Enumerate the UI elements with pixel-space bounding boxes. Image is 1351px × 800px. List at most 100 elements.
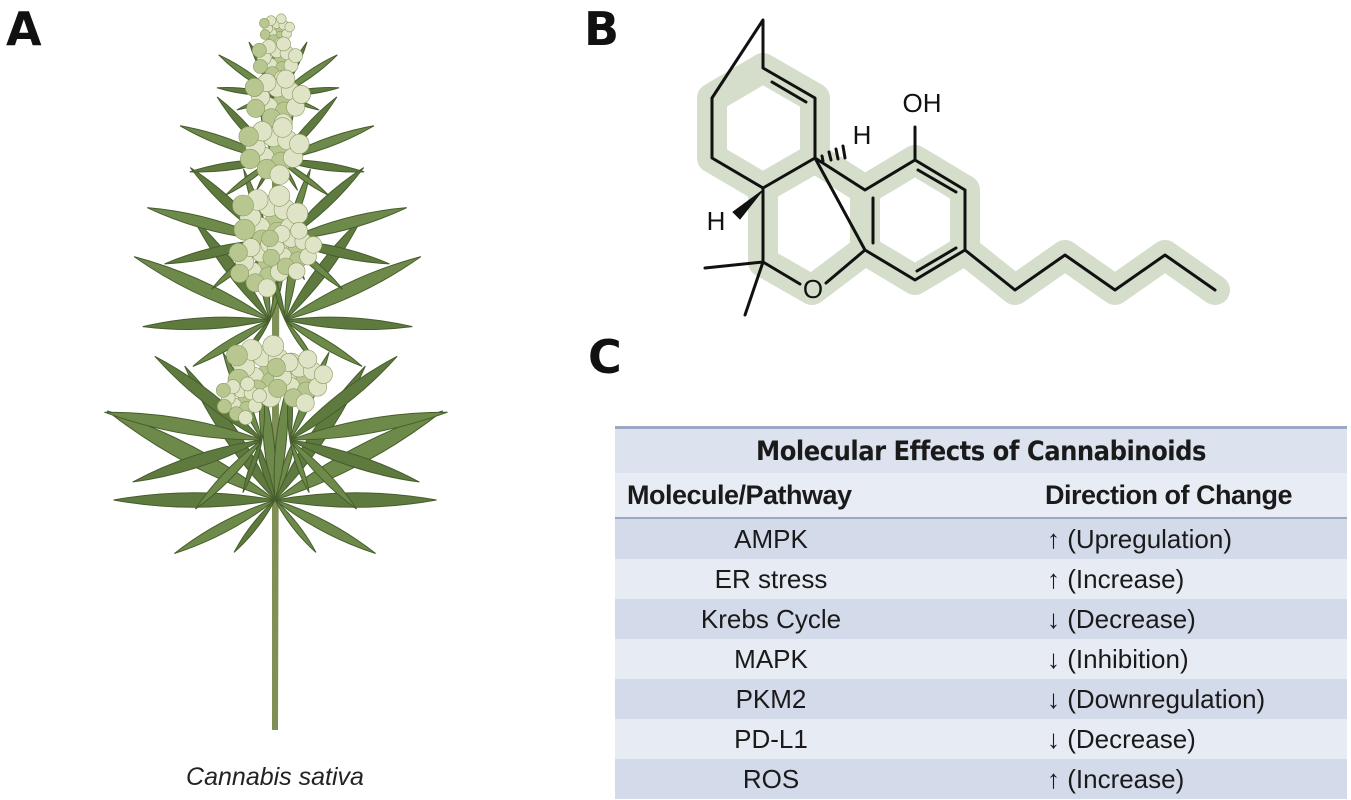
bud [217,399,232,414]
leaflet [285,207,407,241]
table-header: Molecule/Pathway Direction of Change [615,473,1347,519]
bud [262,249,280,267]
leaflet [289,411,448,441]
table-cell: PKM2 [735,683,807,714]
table-row: AMPK ↑ (Upregulation) [615,519,1347,559]
bud [246,98,266,118]
table-cell: ER stress [714,563,828,594]
bud [240,148,261,170]
bud [286,202,309,225]
bud [313,365,333,384]
header-cell: Direction of Change [1045,479,1293,510]
atom-label: OH [903,88,942,118]
table-cell: Krebs Cycle [700,603,842,634]
bud [298,349,318,369]
hash-wedge [820,144,847,163]
table-cell: MAPK [734,643,808,674]
leaflet [279,159,329,196]
leaflet [133,256,271,321]
atom-label: H [853,120,872,150]
bud [289,133,310,155]
table-cell: ROS [742,763,800,794]
bud [304,236,323,254]
atom-label: O [803,274,823,304]
highlight [697,53,1230,305]
bud [259,29,271,40]
panel-label: C [588,330,622,384]
bud [232,194,254,217]
panel-label: B [584,2,620,56]
header-cell: Molecule/Pathway [627,479,852,510]
leaflet [142,316,271,331]
leaflet [284,316,413,331]
bud [269,164,290,185]
bud [240,376,255,392]
leaflet [194,439,263,510]
leaflet [274,492,437,508]
molecule [697,18,1230,317]
leaflet [274,499,376,554]
bud [257,278,277,298]
effects-table: Molecular Effects of Cannabinoids Molecu… [615,426,1347,799]
bud [259,18,270,29]
bud [238,126,259,147]
bud [276,69,296,89]
table-cell: ↓ (Decrease) [1047,603,1196,634]
bud [290,222,308,240]
atom-label: H [707,206,726,236]
bud [261,229,279,248]
table-cell: AMPK [734,523,808,554]
table-row: Krebs Cycle ↓ (Decrease) [615,599,1347,639]
bud [238,410,253,425]
bud [268,185,291,207]
bud [230,263,250,283]
bud [287,262,306,280]
bud [284,21,295,33]
bud [288,48,303,64]
table-cell: ↑ (Increase) [1047,563,1185,594]
leaflet [174,499,276,554]
bud [276,13,287,24]
table-row: PD-L1 ↓ (Decrease) [615,719,1347,759]
bud [291,85,311,104]
leaflet [289,439,420,483]
table-cell: PD-L1 [734,723,808,754]
bud [228,243,248,262]
table-row: ROS ↑ (Increase) [615,759,1347,799]
plant-illustration [104,13,448,730]
table-row: PKM2 ↓ (Downregulation) [615,679,1347,719]
bud [244,78,264,97]
leaflet [192,319,271,367]
leaflet [233,499,276,553]
bud [276,36,291,52]
table-cell: ↓ (Inhibition) [1047,643,1189,674]
bud [233,218,256,241]
table-cell: ↓ (Decrease) [1047,723,1196,754]
caption: Cannabis sativa [186,763,364,791]
bonds [703,18,1217,317]
leaflet [242,439,263,493]
table-row: ER stress ↑ (Increase) [615,559,1347,599]
leaflet [274,499,317,553]
bud [272,117,293,138]
bud [268,378,288,398]
leaflet [132,439,263,483]
bud [253,59,268,74]
leaflet [289,439,310,493]
bud [216,383,231,398]
bud [252,388,267,404]
table-title: Molecular Effects of Cannabinoids [615,429,1347,473]
leaflet [113,492,276,508]
table-row: MAPK ↓ (Inhibition) [615,639,1347,679]
table-cell: ↑ (Increase) [1047,763,1185,794]
bud [262,335,285,357]
bud [295,393,315,413]
bud [226,344,248,367]
leaflet [104,411,263,441]
table-cell: ↑ (Upregulation) [1047,523,1232,554]
panel-label: A [6,2,42,56]
wedge [732,189,764,220]
table-cell: ↓ (Downregulation) [1047,683,1266,714]
